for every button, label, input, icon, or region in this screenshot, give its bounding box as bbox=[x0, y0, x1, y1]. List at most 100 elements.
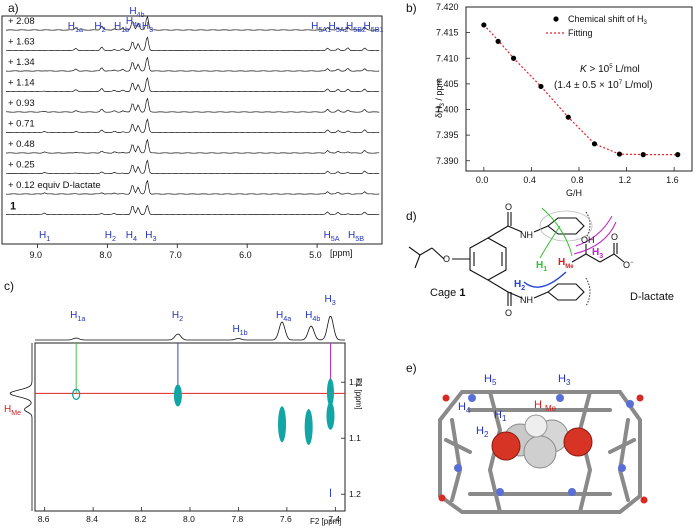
panel-a-x-axis: 9.0 8.0 7.0 6.0 5.0 bbox=[29, 244, 322, 260]
e-label-h4: H4 bbox=[458, 401, 471, 415]
top-projection-trace bbox=[35, 315, 345, 341]
panel-a-label: a) bbox=[8, 1, 19, 15]
y-tick-label: 1.2 bbox=[349, 489, 361, 499]
panel-e-label: e) bbox=[406, 361, 417, 375]
rotation-arc-bottom bbox=[585, 277, 591, 307]
atom-o-bottom: O bbox=[505, 308, 512, 318]
equiv-label: + 0.12 equiv D-lactate bbox=[8, 180, 101, 191]
panel-c-label: c) bbox=[4, 279, 14, 293]
guest-label: D-lactate bbox=[630, 291, 674, 303]
data-point bbox=[481, 22, 487, 28]
top-projection-label: H4a bbox=[276, 310, 291, 323]
cage-model bbox=[438, 390, 648, 514]
x-tick-label: 7.6 bbox=[280, 514, 292, 524]
equiv-label: + 0.48 bbox=[8, 139, 35, 150]
spectrum-trace bbox=[5, 204, 380, 216]
top-peak-label: H1b bbox=[114, 21, 129, 34]
atom-o-carbonyl: O bbox=[611, 232, 618, 242]
y-tick-label: 7.405 bbox=[436, 79, 459, 89]
bottom-peak-label: H3 bbox=[145, 230, 156, 243]
panel-c-axes: 8.6 8.4 8.2 8.0 7.8 7.6 7.4 1.0 1.1 1.2 bbox=[38, 377, 361, 524]
panel-d-atoms: O NH NH O O OH O O− bbox=[443, 202, 634, 318]
top-peak-label: H2 bbox=[94, 21, 105, 34]
cage-nitrogens bbox=[454, 394, 634, 496]
top-peak-label: H3 bbox=[142, 21, 153, 34]
atom-oh: OH bbox=[581, 235, 595, 245]
x-tick-label: 0.0 bbox=[476, 175, 489, 185]
data-point bbox=[495, 38, 501, 44]
top-peak-label: H4b bbox=[129, 6, 144, 19]
cage-structure bbox=[408, 212, 625, 306]
x-tick-label: 8.0 bbox=[183, 514, 195, 524]
top-projection-label: H2 bbox=[172, 310, 183, 323]
binding-constant-range: (1.4 ± 0.5 × 107 L/mol) bbox=[554, 80, 653, 91]
guest-spacefill bbox=[491, 414, 593, 469]
panel-c-top-projection: H1a H2 H1b H4a H4b H3 bbox=[35, 294, 345, 341]
bottom-peak-label: H5B bbox=[348, 230, 364, 243]
y-tick-label: 7.410 bbox=[436, 53, 459, 63]
equiv-label: + 2.08 bbox=[8, 16, 35, 27]
spectrum-trace bbox=[6, 36, 380, 52]
spectrum-trace bbox=[5, 179, 380, 195]
y-tick-label: 7.400 bbox=[436, 105, 459, 115]
spectrum-trace bbox=[6, 97, 380, 113]
x-tick-label: 7.4 bbox=[328, 514, 340, 524]
cage-label: Cage 1 bbox=[430, 287, 465, 299]
noe-arrow-h2 bbox=[523, 271, 567, 288]
atom-nh-top: NH bbox=[520, 230, 533, 240]
data-point bbox=[616, 151, 623, 157]
top-projection-label: H4b bbox=[305, 310, 320, 323]
equiv-label: + 0.93 bbox=[8, 98, 35, 109]
cage-oxygens bbox=[438, 394, 648, 504]
legend-marker-points bbox=[553, 16, 559, 22]
y-axis-label: δH3 / ppm bbox=[434, 78, 446, 118]
equiv-label: + 1.34 bbox=[8, 57, 35, 68]
e-label-h3: H3 bbox=[558, 373, 571, 387]
top-peak-label: H5B1 bbox=[364, 21, 384, 34]
x-tick-label: 1.6 bbox=[666, 175, 679, 185]
top-projection-label: H1a bbox=[70, 310, 85, 323]
crosspeak-h4a bbox=[278, 406, 287, 443]
panel-b-label: b) bbox=[406, 1, 417, 15]
panel-a-frame bbox=[1, 15, 383, 245]
panel-e: e) bbox=[406, 361, 648, 514]
left-projection-trace bbox=[9, 343, 33, 511]
top-peak-label: H1a bbox=[68, 21, 83, 34]
panel-c-frame bbox=[34, 342, 346, 512]
panel-c-crosspeaks bbox=[35, 343, 345, 497]
x-tick-label: 1.2 bbox=[619, 175, 632, 185]
e-label-h2: H2 bbox=[476, 425, 489, 439]
y-tick-label: 7.420 bbox=[436, 2, 459, 12]
atom-o-top: O bbox=[505, 202, 512, 212]
bottom-peak-label: H4 bbox=[126, 230, 137, 243]
data-point bbox=[565, 114, 571, 120]
equiv-label: + 1.14 bbox=[8, 78, 35, 89]
panel-a-spectra: + 2.08 + 1.63 + 1.34 + 1.14 + 0.93 + 0.71 + 0.… bbox=[5, 15, 380, 216]
spectrum-trace bbox=[5, 77, 380, 93]
x-tick-label: 6.0 bbox=[239, 250, 252, 260]
data-point bbox=[675, 152, 681, 158]
atom-o-ether: O bbox=[443, 254, 450, 264]
label-h1: H1 bbox=[536, 260, 547, 273]
panel-a-unit: [ppm] bbox=[330, 248, 353, 258]
equiv-label: + 1.63 bbox=[8, 37, 35, 48]
data-point bbox=[640, 152, 646, 158]
equiv-label: + 0.25 bbox=[8, 160, 35, 171]
hme-label: HMe bbox=[4, 404, 21, 417]
legend-label-fit: Fitting bbox=[568, 28, 593, 38]
y-tick-label: 1.1 bbox=[349, 433, 361, 443]
x-axis-label: G/H bbox=[566, 188, 582, 198]
e-label-hme: H Me bbox=[534, 399, 557, 413]
e-label-h5: H5 bbox=[484, 373, 497, 387]
panel-c-left-projection bbox=[9, 343, 33, 511]
top-benzyl-ring bbox=[547, 217, 585, 235]
x-tick-label: 7.8 bbox=[231, 514, 243, 524]
panel-b: b) 0.0 0.4 0.8 1.2 1.6 7.390 7.395 7.400 7.405 7.… bbox=[406, 1, 693, 198]
noe-arrow-h1b bbox=[541, 207, 573, 257]
equiv-label: + 0.71 bbox=[8, 119, 35, 130]
top-peak-label: H5A1 bbox=[311, 21, 331, 34]
panel-d-label: d) bbox=[406, 209, 417, 223]
bottom-peak-label: H2 bbox=[105, 230, 116, 243]
